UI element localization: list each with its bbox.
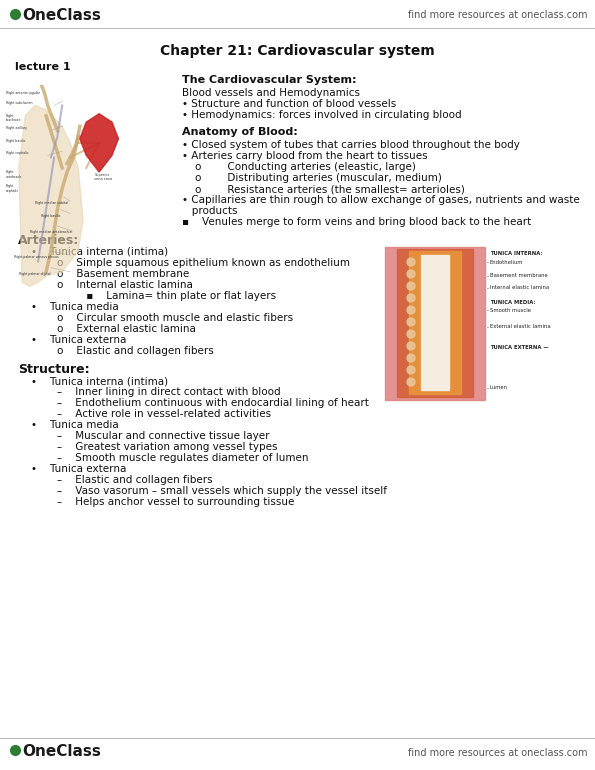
Text: External elastic lamina: External elastic lamina (490, 324, 550, 330)
Text: –    Smooth muscle regulates diameter of lumen: – Smooth muscle regulates diameter of lu… (18, 453, 308, 463)
Text: ▪    Venules merge to form veins and bring blood back to the heart: ▪ Venules merge to form veins and bring … (182, 217, 531, 227)
Text: –    Vaso vasorum – small vessels which supply the vessel itself: – Vaso vasorum – small vessels which sup… (18, 486, 387, 496)
Text: Blood vessels and Hemodynamics: Blood vessels and Hemodynamics (182, 88, 360, 98)
Text: o    Circular smooth muscle and elastic fibers: o Circular smooth muscle and elastic fib… (18, 313, 293, 323)
Text: TUNICA EXTERNA —: TUNICA EXTERNA — (490, 345, 549, 350)
Circle shape (407, 294, 415, 302)
Text: Right
cephalic: Right cephalic (6, 185, 19, 193)
Circle shape (407, 282, 415, 290)
Text: products: products (182, 206, 237, 216)
Text: • Capillaries are thin rough to allow exchange of gases, nutrients and waste: • Capillaries are thin rough to allow ex… (182, 195, 580, 205)
Text: • Arteries carry blood from the heart to tissues: • Arteries carry blood from the heart to… (182, 151, 428, 161)
Text: Chapter 21: Cardiovascular system: Chapter 21: Cardiovascular system (159, 44, 434, 58)
Text: OneClass: OneClass (22, 8, 101, 23)
Text: •    Tunica media: • Tunica media (18, 420, 119, 430)
Text: –    Elastic and collagen fibers: – Elastic and collagen fibers (18, 475, 212, 485)
Text: TUNICA MEDIA:: TUNICA MEDIA: (490, 300, 536, 304)
Text: Right palmar venous plexus: Right palmar venous plexus (14, 255, 58, 259)
Text: •    Tunica externa: • Tunica externa (18, 335, 126, 345)
Text: The Cardiovascular System:: The Cardiovascular System: (182, 75, 356, 85)
Text: o        Distributing arteries (muscular, medium): o Distributing arteries (muscular, mediu… (182, 173, 442, 183)
Text: Superior
vena cava: Superior vena cava (95, 172, 112, 181)
Circle shape (407, 318, 415, 326)
Polygon shape (421, 255, 449, 390)
Circle shape (407, 378, 415, 386)
Text: Basement membrane: Basement membrane (490, 273, 548, 278)
Text: •    Tunica externa: • Tunica externa (18, 464, 126, 474)
Text: ▪    Lamina= thin plate or flat layers: ▪ Lamina= thin plate or flat layers (18, 291, 276, 301)
Circle shape (407, 342, 415, 350)
Text: –    Endothelium continuous with endocardial lining of heart: – Endothelium continuous with endocardia… (18, 398, 369, 408)
Circle shape (407, 306, 415, 314)
Text: –    Helps anchor vessel to surrounding tissue: – Helps anchor vessel to surrounding tis… (18, 497, 295, 507)
Polygon shape (385, 247, 485, 400)
Text: OneClass: OneClass (22, 744, 101, 759)
Polygon shape (80, 114, 118, 172)
Text: Smooth muscle: Smooth muscle (490, 307, 531, 313)
Text: Right anterior jugular: Right anterior jugular (6, 91, 40, 95)
Text: –    Inner lining in direct contact with blood: – Inner lining in direct contact with bl… (18, 387, 281, 397)
Circle shape (407, 354, 415, 362)
Text: Internal elastic lamina: Internal elastic lamina (490, 285, 549, 290)
Text: lecture 1: lecture 1 (15, 62, 71, 72)
Text: find more resources at oneclass.com: find more resources at oneclass.com (408, 748, 587, 758)
Text: Anatomy of Blood:: Anatomy of Blood: (182, 127, 298, 137)
Text: Right axillary: Right axillary (6, 126, 27, 130)
Text: Structure:: Structure: (18, 363, 90, 376)
Text: Right median antebrachial: Right median antebrachial (30, 230, 73, 234)
Text: –    Muscular and connective tissue layer: – Muscular and connective tissue layer (18, 431, 270, 441)
Text: Right median cubital: Right median cubital (35, 201, 68, 205)
Polygon shape (19, 105, 83, 286)
Text: o    Simple squamous epithelium known as endothelium: o Simple squamous epithelium known as en… (18, 258, 350, 268)
Circle shape (407, 270, 415, 278)
Text: o        Conducting arteries (eleastic, large): o Conducting arteries (eleastic, large) (182, 162, 416, 172)
Polygon shape (397, 249, 473, 397)
Text: • Closed system of tubes that carries blood throughout the body: • Closed system of tubes that carries bl… (182, 140, 520, 150)
Circle shape (407, 258, 415, 266)
Text: • Hemodynamics: forces involved in circulating blood: • Hemodynamics: forces involved in circu… (182, 110, 462, 120)
Text: o        Resistance arteries (the smallest= arterioles): o Resistance arteries (the smallest= art… (182, 184, 465, 194)
Text: o    External elastic lamina: o External elastic lamina (18, 324, 196, 334)
Text: • Structure and function of blood vessels: • Structure and function of blood vessel… (182, 99, 396, 109)
Text: Right
antebrach.: Right antebrach. (6, 170, 23, 179)
Text: –    Greatest variation among vessel types: – Greatest variation among vessel types (18, 442, 277, 452)
Circle shape (407, 330, 415, 338)
Text: Arteries:: Arteries: (18, 234, 79, 247)
Text: •    Tunica interna (intima): • Tunica interna (intima) (18, 376, 168, 386)
Text: find more resources at oneclass.com: find more resources at oneclass.com (408, 10, 587, 20)
Text: Right subclavian: Right subclavian (6, 102, 33, 105)
Text: Right cephalic: Right cephalic (6, 151, 29, 156)
Text: o    Internal elastic lamina: o Internal elastic lamina (18, 280, 193, 290)
Text: Endothelium: Endothelium (490, 259, 524, 265)
Text: •    Tunica media: • Tunica media (18, 302, 119, 312)
Text: Lumen: Lumen (490, 385, 508, 390)
Circle shape (407, 366, 415, 374)
Text: Right
brachioce.: Right brachioce. (6, 114, 23, 122)
Text: o    Elastic and collagen fibers: o Elastic and collagen fibers (18, 346, 214, 356)
Text: Right palmar digital: Right palmar digital (19, 272, 51, 276)
Text: •    Tunica interna (intima): • Tunica interna (intima) (18, 247, 168, 257)
Text: Right basilic: Right basilic (6, 139, 26, 142)
Text: Right basilic: Right basilic (41, 213, 61, 218)
Text: –    Active role in vessel-related activities: – Active role in vessel-related activiti… (18, 409, 271, 419)
Text: TUNICA INTERNA:: TUNICA INTERNA: (490, 251, 543, 256)
Polygon shape (409, 251, 461, 394)
Text: o    Basement membrane: o Basement membrane (18, 269, 189, 279)
